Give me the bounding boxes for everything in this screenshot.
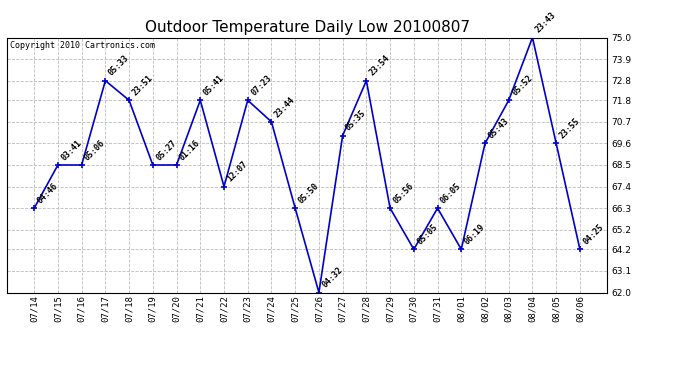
Text: 05:35: 05:35 (344, 109, 368, 133)
Text: 06:19: 06:19 (463, 222, 486, 247)
Text: 05:27: 05:27 (154, 138, 178, 162)
Text: 01:16: 01:16 (178, 138, 202, 162)
Text: 04:46: 04:46 (36, 182, 59, 206)
Text: 04:25: 04:25 (581, 222, 605, 247)
Text: 12:07: 12:07 (226, 160, 250, 184)
Text: 05:33: 05:33 (107, 54, 131, 78)
Text: 23:54: 23:54 (368, 54, 392, 78)
Text: 03:41: 03:41 (59, 138, 83, 162)
Text: 04:32: 04:32 (320, 266, 344, 290)
Text: 05:50: 05:50 (297, 182, 321, 206)
Text: 23:44: 23:44 (273, 95, 297, 119)
Text: 05:56: 05:56 (391, 182, 415, 206)
Text: Copyright 2010 Cartronics.com: Copyright 2010 Cartronics.com (10, 41, 155, 50)
Title: Outdoor Temperature Daily Low 20100807: Outdoor Temperature Daily Low 20100807 (144, 20, 470, 35)
Text: 23:51: 23:51 (130, 74, 155, 98)
Text: 06:05: 06:05 (439, 182, 463, 206)
Text: 05:05: 05:05 (415, 222, 440, 247)
Text: 05:52: 05:52 (510, 74, 534, 98)
Text: 23:55: 23:55 (558, 117, 582, 141)
Text: 23:43: 23:43 (534, 10, 558, 35)
Text: 05:43: 05:43 (486, 117, 511, 141)
Text: 05:41: 05:41 (201, 74, 226, 98)
Text: 07:23: 07:23 (249, 74, 273, 98)
Text: 05:06: 05:06 (83, 138, 107, 162)
